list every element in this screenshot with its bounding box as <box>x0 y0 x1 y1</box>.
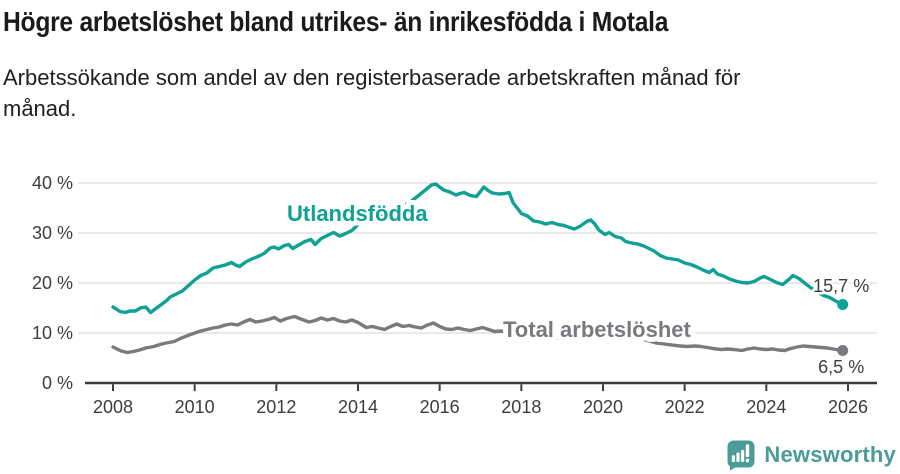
brand-name: Newsworthy <box>764 442 896 467</box>
y-axis-label-40: 40 % <box>32 173 73 193</box>
end-dot-utlandsf-dda <box>837 299 849 310</box>
x-axis-label-2024: 2024 <box>746 397 786 417</box>
x-axis-label-2014: 2014 <box>338 397 378 417</box>
x-axis-label-2026: 2026 <box>828 397 868 417</box>
y-axis-label-0: 0 % <box>42 373 73 393</box>
line-utlandsf-dda <box>111 182 845 315</box>
x-axis-label-2010: 2010 <box>175 397 215 417</box>
x-axis-label-2012: 2012 <box>256 397 296 417</box>
chart-subtitle-line-1: Arbetssökande som andel av den registerb… <box>3 65 741 90</box>
end-dot-total-arbetsl-shet <box>837 345 849 356</box>
end-label-utlandsf-dda: 15,7 % <box>813 276 869 296</box>
x-axis-label-2016: 2016 <box>420 397 460 417</box>
y-axis-label-30: 30 % <box>32 223 73 243</box>
x-axis-label-2008: 2008 <box>93 397 133 417</box>
chart-subtitle: Arbetssökande som andel av den registerb… <box>3 62 740 124</box>
x-axis-label-2022: 2022 <box>665 397 705 417</box>
end-label-total-arbetsl-shet: 6,5 % <box>818 357 864 377</box>
x-axis-label-2020: 2020 <box>583 397 623 417</box>
series-label-utlandsf-dda: Utlandsfödda <box>287 201 428 226</box>
series-label-total-arbetsl-shet: Total arbetslöshet <box>503 317 692 342</box>
y-axis-label-20: 20 % <box>32 273 73 293</box>
y-axis-label-10: 10 % <box>32 323 73 343</box>
line-total-arbetsl-shet <box>111 314 845 355</box>
chart-title: Högre arbetslöshet bland utrikes- än inr… <box>3 6 669 37</box>
newsworthy-logo[interactable]: Newsworthy <box>726 439 896 471</box>
newsworthy-logo-icon <box>727 440 755 471</box>
chart-subtitle-line-2: månad. <box>3 96 77 121</box>
x-axis-label-2018: 2018 <box>501 397 541 417</box>
